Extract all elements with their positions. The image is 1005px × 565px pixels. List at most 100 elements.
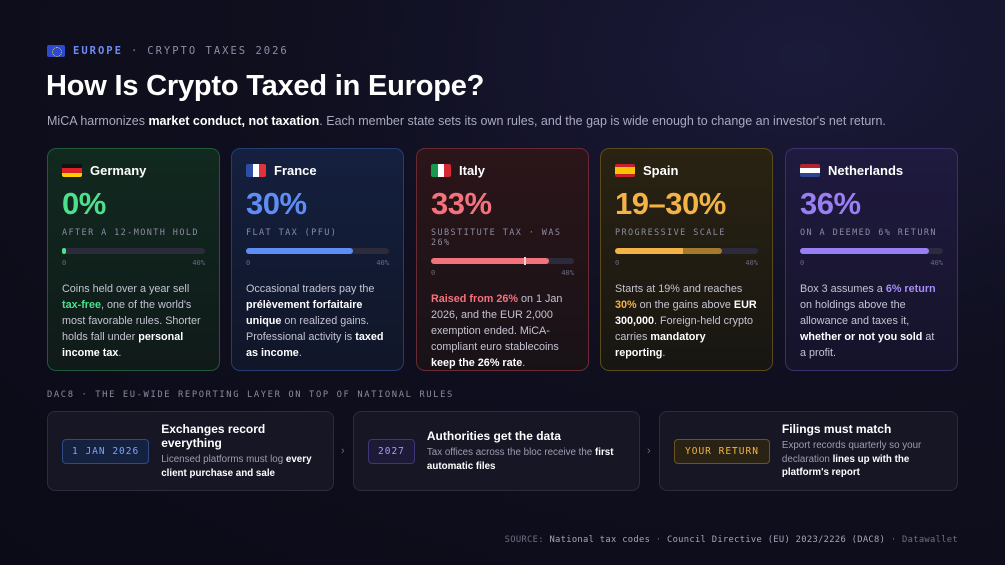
source-separator: · (885, 535, 903, 545)
description-text: . (298, 347, 302, 359)
source-item: National tax codes (549, 535, 651, 545)
description-text: . (662, 347, 666, 359)
bar-scale: 0 40% (431, 269, 574, 277)
source-prefix: SOURCE: (504, 535, 544, 545)
step-title: Authorities get the data (426, 429, 561, 443)
rate-value: 30% (246, 186, 307, 221)
rate-value: 36% (800, 186, 861, 221)
previous-rate-marker (523, 257, 526, 265)
germany-flag-icon (62, 164, 82, 177)
country-cards: Germany 0% AFTER A 12-MONTH HOLD 0 40% C… (47, 148, 958, 371)
country-name: France (274, 163, 317, 178)
step-description: Tax offices across the bloc receive the … (427, 446, 625, 473)
description-text: , one of the world's most favorable rule… (62, 299, 201, 343)
emphasis-text: every client purchase and sale (161, 454, 312, 479)
eu-flag-icon (47, 45, 65, 57)
bar-scale: 0 40% (800, 259, 943, 267)
eyebrow-separator: · (130, 45, 140, 57)
description-text: Box 3 assumes a (800, 283, 886, 295)
eyebrow: EUROPE · CRYPTO TAXES 2026 (47, 45, 289, 57)
region-label: EUROPE (73, 45, 123, 57)
chevron-right-icon: › (647, 445, 651, 457)
subtitle-emphasis: market conduct, not taxation (148, 114, 320, 128)
france-flag-icon (246, 164, 266, 177)
highlight-text: Raised from 26% (431, 293, 519, 305)
card-head: Netherlands (800, 163, 943, 178)
country-name: Netherlands (828, 163, 904, 178)
spain-flag-icon (615, 164, 635, 177)
rate-caption: SUBSTITUTE TAX · WAS 26% (431, 228, 562, 248)
card-france: France 30% FLAT TAX (PFU) 0 40% Occasion… (231, 148, 404, 371)
description-text: on realized gains. Professional activity… (246, 315, 370, 343)
rate-bar-fill (431, 258, 549, 264)
source-line: SOURCE: National tax codes · Council Dir… (505, 535, 958, 545)
step-tag: 1 JAN 2026 (62, 438, 150, 464)
step-title: Exchanges record everything (161, 422, 266, 450)
page-title: How Is Crypto Taxed in Europe? (46, 70, 485, 102)
rate-bar-track (800, 248, 943, 254)
subtitle-text-end: . Each member state sets its own rules, … (319, 114, 886, 128)
description-text: Export records quarterly so your declara… (781, 440, 922, 465)
chevron-right-icon: › (341, 445, 345, 457)
emphasis-text: taxed as income (246, 331, 384, 359)
step-body: Authorities get the data Tax offices acr… (427, 429, 625, 473)
rate-caption: AFTER A 12-MONTH HOLD (62, 228, 199, 238)
scale-max-label: 40% (192, 259, 205, 267)
highlight-text: 30% (615, 299, 637, 311)
emphasis-text: personal income tax (62, 331, 184, 359)
kicker-label: CRYPTO TAXES 2026 (147, 45, 289, 57)
emphasis-text: whether or not you sold (800, 331, 923, 343)
step-description: Export records quarterly so your declara… (782, 439, 943, 480)
dac8-timeline: 1 JAN 2026 Exchanges record everything L… (47, 411, 958, 491)
card-description: Raised from 26% on 1 Jan 2026, and the E… (431, 291, 574, 371)
rate-caption: FLAT TAX (PFU) (246, 228, 338, 238)
emphasis-text: mandatory reporting (615, 331, 706, 359)
bar-scale: 0 40% (246, 259, 389, 267)
description-text: Tax offices across the bloc receive the (426, 447, 595, 458)
rate-caption: PROGRESSIVE SCALE (615, 228, 726, 238)
rate-caption: ON A DEEMED 6% RETURN (800, 228, 937, 238)
rate-bar-fill (615, 248, 723, 254)
card-germany: Germany 0% AFTER A 12-MONTH HOLD 0 40% C… (47, 148, 220, 371)
description-text: Licensed platforms must log (161, 454, 286, 465)
rate-bar-fill (800, 248, 929, 254)
card-description: Occasional traders pay the prélèvement f… (246, 281, 389, 361)
emphasis-text: EUR 300,000 (615, 299, 757, 327)
emphasis-text: lines up with the platform's report (781, 453, 910, 479)
rate-bar-fill (62, 248, 66, 254)
card-italy: Italy 33% SUBSTITUTE TAX · WAS 26% 0 40%… (416, 148, 589, 371)
description-text: Coins held over a year sell (62, 283, 190, 295)
scale-min-label: 0 (800, 259, 805, 267)
card-head: Spain (615, 163, 758, 178)
scale-min-label: 0 (615, 259, 620, 267)
scale-max-label: 40% (376, 259, 389, 267)
rate-bar-track (615, 248, 758, 254)
card-description: Starts at 19% and reaches 30% on the gai… (615, 281, 758, 361)
step-title: Filings must match (781, 422, 892, 437)
card-head: Germany (62, 163, 205, 178)
step-tag: 2027 (368, 438, 415, 464)
card-spain: Spain 19–30% PROGRESSIVE SCALE 0 40% Sta… (600, 148, 773, 371)
scale-max-label: 40% (561, 269, 574, 277)
emphasis-text: prélèvement forfaitaire unique (246, 299, 363, 327)
rate-bar-track (62, 248, 205, 254)
scale-min-label: 0 (62, 259, 67, 267)
description-text: on 1 Jan 2026, and the EUR 2,000 exempti… (431, 293, 563, 353)
scale-min-label: 0 (246, 259, 251, 267)
rate-value: 0% (62, 186, 106, 221)
country-name: Italy (459, 163, 486, 178)
description-text: Occasional traders pay the (246, 283, 375, 295)
highlight-text: 6% return (885, 283, 936, 295)
italy-flag-icon (431, 164, 451, 177)
bar-scale: 0 40% (62, 259, 205, 267)
step-tag: YOUR RETURN (674, 438, 770, 464)
step-filings-match: YOUR RETURN Filings must match Export re… (659, 411, 958, 491)
source-item: Council Directive (EU) 2023/2226 (DAC8) (666, 535, 886, 545)
country-name: Spain (643, 163, 679, 178)
step-authorities-data: 2027 Authorities get the data Tax office… (353, 411, 640, 491)
step-exchanges-record: 1 JAN 2026 Exchanges record everything L… (47, 411, 334, 491)
subtitle-text-start: MiCA harmonizes (47, 114, 149, 128)
rate-value: 33% (431, 186, 492, 221)
emphasis-text: first automatic files (426, 447, 614, 472)
step-description: Licensed platforms must log every client… (161, 453, 319, 480)
